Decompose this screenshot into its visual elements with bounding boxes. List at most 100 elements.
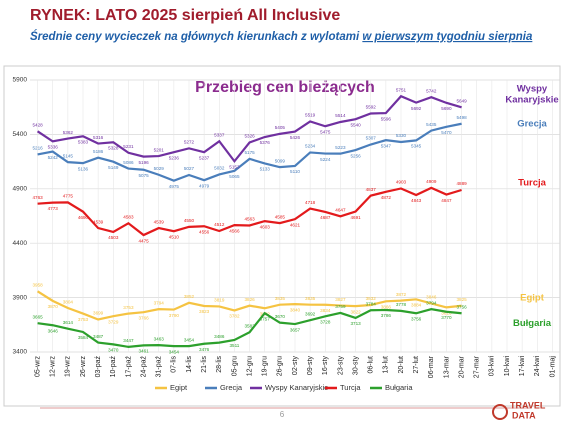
data-label: 3825: [456, 297, 467, 302]
data-label: 3454: [184, 337, 195, 342]
y-tick-label: 4900: [13, 186, 28, 193]
x-tick-label: 07-lis: [171, 356, 178, 373]
data-label: 5540: [350, 122, 361, 127]
data-label: 5742: [426, 88, 437, 93]
data-label: 3782: [229, 314, 240, 319]
data-label: 3819: [214, 298, 225, 303]
chart-frame: [3, 65, 561, 407]
subtitle-underlined: w pierwszym tygodniu sierpnia: [362, 31, 533, 43]
x-tick-label: 26-wrz: [80, 356, 87, 378]
legend-label: Grecja: [220, 383, 243, 392]
data-label: 4903: [396, 180, 407, 185]
x-tick-label: 23-sty: [337, 356, 344, 376]
data-label: 4889: [456, 181, 467, 186]
data-label: 4563: [244, 217, 255, 222]
x-tick-label: 14-lis: [186, 356, 193, 373]
data-label: 5596: [381, 116, 392, 121]
series-end-label: Wyspy Kanaryjskie: [505, 83, 558, 105]
data-label: 5175: [244, 150, 255, 155]
subtitle-text: Średnie ceny wycieczek na głównych kieru…: [30, 30, 362, 43]
data-label: 5272: [184, 140, 195, 145]
data-label: 5470: [441, 130, 452, 135]
data-label: 3766: [138, 315, 149, 320]
data-label: 3835: [305, 296, 316, 301]
data-label: 5435: [426, 122, 437, 127]
data-label: 3958: [32, 283, 43, 288]
data-label: 3759: [335, 304, 346, 309]
x-tick-label: 12-wrz: [50, 356, 57, 378]
data-label: 4979: [199, 183, 210, 188]
data-label: 3447: [123, 338, 134, 343]
data-label: 5307: [366, 136, 377, 141]
data-label: 3834: [320, 308, 331, 313]
x-tick-label: 10-paź: [110, 356, 117, 378]
series-line: [36, 94, 462, 164]
data-label: 3757: [260, 316, 271, 321]
data-label: 3852: [184, 294, 195, 299]
data-label: 4566: [229, 228, 240, 233]
data-label: 3840: [290, 307, 301, 312]
data-label: 4647: [335, 208, 346, 213]
x-tick-label: 02-sty: [292, 356, 299, 376]
data-label: 3584: [78, 335, 89, 340]
data-label: 5201: [154, 147, 165, 152]
y-tick-label: 5400: [13, 131, 28, 138]
data-label: 4872: [381, 195, 392, 200]
data-label: 4510: [169, 234, 180, 239]
x-tick-label: 17-kwi: [519, 356, 526, 377]
x-tick-label: 24-paź: [140, 356, 147, 378]
data-label: 5330: [396, 133, 407, 138]
data-label: 4512: [214, 222, 225, 227]
data-label: 5498: [456, 115, 467, 120]
legend-label: Egipt: [170, 383, 188, 392]
data-label: 5216: [32, 146, 43, 151]
data-label: 3790: [169, 313, 180, 318]
data-label: 5690: [441, 106, 452, 111]
x-tick-label: 03-paź: [95, 356, 102, 378]
data-label: 4475: [138, 238, 149, 243]
label-line: Wyspy: [517, 83, 548, 94]
data-label: 3794: [426, 300, 437, 305]
x-tick-label: 17-paź: [125, 356, 132, 378]
data-label: 3823: [199, 309, 210, 314]
data-label: 5223: [335, 145, 346, 150]
data-label: 4621: [290, 222, 301, 227]
data-label: 3699: [93, 311, 104, 316]
data-label: 3866: [381, 305, 392, 310]
data-label: 4687: [320, 215, 331, 220]
data-label: 5029: [154, 166, 165, 171]
data-label: 5362: [63, 130, 74, 135]
logo-icon: [492, 404, 508, 420]
data-label: 3846: [426, 295, 437, 300]
slide-title: RYNEK: LATO 2025 sierpień All Inclusive: [30, 7, 340, 24]
data-label: 4603: [260, 224, 271, 229]
data-label: 3872: [396, 292, 407, 297]
data-label: 5316: [93, 135, 104, 140]
data-label: 3729: [108, 319, 119, 324]
legend-label: Bułgaria: [385, 383, 413, 392]
data-label: 5383: [78, 139, 89, 144]
x-tick-label: 12-gru: [246, 356, 253, 376]
data-label: 3670: [275, 314, 286, 319]
data-label: 4556: [199, 229, 210, 234]
data-label: 3692: [305, 311, 316, 316]
data-label: 4909: [426, 179, 437, 184]
data-label: 5110: [290, 169, 300, 174]
data-label: 3461: [138, 349, 149, 354]
data-label: 3822: [350, 309, 361, 314]
data-label: 3835: [275, 296, 286, 301]
data-label: 3810: [441, 311, 452, 316]
data-label: 5751: [396, 87, 407, 92]
data-label: 5086: [123, 160, 134, 165]
data-label: 5032: [214, 166, 225, 171]
data-label: 3832: [366, 296, 377, 301]
data-label: 5376: [260, 140, 271, 145]
data-label: 5236: [169, 155, 180, 160]
x-tick-label: 20-mar: [458, 355, 465, 378]
data-label: 5196: [138, 160, 149, 165]
data-label: 5347: [381, 143, 392, 148]
data-label: 5153: [229, 164, 240, 169]
data-label: 3753: [78, 317, 89, 322]
legend-label: Wyspy Kanaryjskie: [265, 383, 328, 392]
